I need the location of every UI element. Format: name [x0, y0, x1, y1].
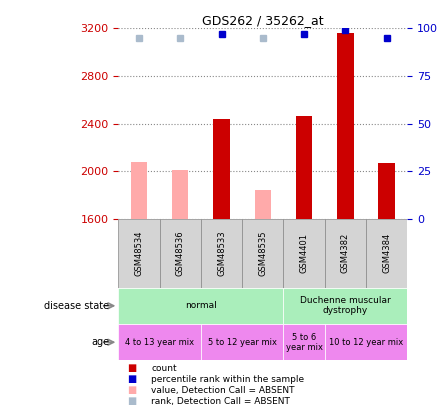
Bar	[283, 288, 407, 324]
Text: 5 to 12 year mix: 5 to 12 year mix	[208, 338, 277, 347]
Bar	[366, 219, 407, 288]
Text: GSM4401: GSM4401	[300, 233, 309, 273]
Text: ■: ■	[127, 374, 136, 384]
Bar	[283, 324, 325, 360]
Bar	[118, 324, 201, 360]
Bar	[201, 324, 283, 360]
Text: 5 to 6
year mix: 5 to 6 year mix	[286, 333, 323, 352]
Text: ■: ■	[127, 385, 136, 395]
Bar	[242, 219, 283, 288]
Text: normal: normal	[185, 301, 217, 310]
Bar	[283, 219, 325, 288]
Text: age: age	[92, 337, 110, 347]
Text: ■: ■	[127, 396, 136, 405]
Text: GSM48533: GSM48533	[217, 230, 226, 276]
Bar	[213, 119, 230, 219]
Bar	[378, 163, 395, 219]
Text: count: count	[151, 364, 177, 373]
Title: GDS262 / 35262_at: GDS262 / 35262_at	[202, 14, 324, 27]
Text: Duchenne muscular
dystrophy: Duchenne muscular dystrophy	[300, 296, 391, 315]
Bar	[131, 162, 147, 219]
Text: GSM48535: GSM48535	[258, 230, 267, 276]
Bar	[296, 116, 312, 219]
Bar	[254, 190, 271, 219]
Text: GSM48536: GSM48536	[176, 230, 185, 276]
Text: percentile rank within the sample: percentile rank within the sample	[151, 375, 304, 384]
Bar	[337, 32, 353, 219]
Text: GSM4382: GSM4382	[341, 233, 350, 273]
Bar	[325, 324, 407, 360]
Bar	[118, 288, 283, 324]
Bar	[159, 219, 201, 288]
Text: GSM48534: GSM48534	[134, 230, 143, 276]
Text: 4 to 13 year mix: 4 to 13 year mix	[125, 338, 194, 347]
Bar	[325, 219, 366, 288]
Text: value, Detection Call = ABSENT: value, Detection Call = ABSENT	[151, 386, 295, 395]
Bar	[201, 219, 242, 288]
Bar	[172, 170, 188, 219]
Text: rank, Detection Call = ABSENT: rank, Detection Call = ABSENT	[151, 397, 290, 405]
Bar	[118, 219, 159, 288]
Text: ■: ■	[127, 363, 136, 373]
Text: GSM4384: GSM4384	[382, 233, 391, 273]
Text: disease state: disease state	[44, 301, 110, 311]
Text: 10 to 12 year mix: 10 to 12 year mix	[329, 338, 403, 347]
